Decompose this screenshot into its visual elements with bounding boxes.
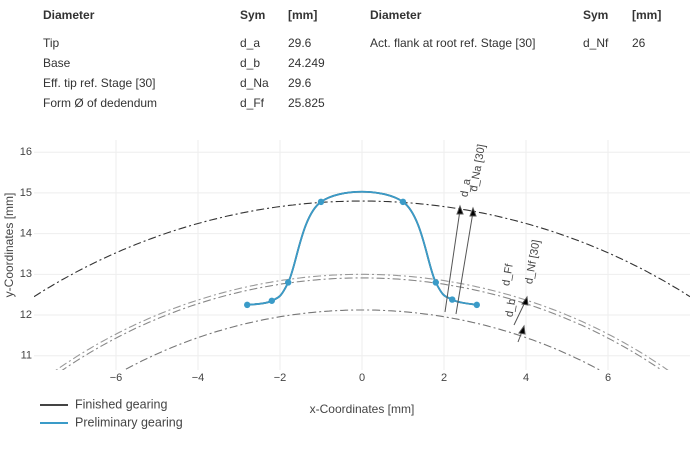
table-cell: 29.6 (288, 76, 312, 90)
y-tick-label: 13 (20, 268, 32, 280)
annotation: d_Ff (500, 262, 516, 287)
point (268, 297, 275, 304)
arrow-head (518, 324, 526, 335)
table-cell: d_b (240, 56, 261, 70)
point (244, 301, 251, 309)
series-line (247, 190, 477, 306)
table-cell: d_Na (240, 76, 269, 90)
x-axis-label: x-Coordinates [mm] (310, 402, 415, 416)
y-tick-label: 14 (20, 228, 32, 240)
table-header: Diameter (370, 8, 422, 22)
point (449, 296, 456, 303)
dimension-line (455, 211, 474, 315)
table-cell: Tip (43, 36, 60, 50)
x-tick-label: 4 (523, 372, 529, 384)
x-tick-label: −6 (110, 372, 123, 384)
x-tick-label: 0 (359, 372, 365, 384)
point (285, 279, 292, 286)
table-cell: Form Ø of dedendum (43, 96, 158, 110)
table-cell: d_a (240, 36, 261, 50)
y-tick-label: 11 (21, 350, 32, 362)
point (399, 198, 407, 206)
arrow-head (521, 295, 529, 306)
plot: −6 −4 −2 0 2 4 6 11 12 13 14 15 16 Finished gearing Pr… (20, 140, 690, 429)
table-cell: Eff. tip ref. Stage [30] (43, 76, 156, 90)
table-cell: Base (43, 56, 71, 70)
y-axis-label: y-Coordinates [mm] (2, 193, 16, 298)
table-cell: d_Nf (583, 36, 609, 50)
y-tick-label: 16 (20, 146, 32, 158)
y-tick-label: 12 (20, 309, 32, 321)
table-header: [mm] (288, 8, 318, 22)
reference-circle (123, 309, 601, 370)
point (432, 279, 439, 286)
legend-label: Preliminary gearing (75, 415, 183, 429)
reference-circle (55, 273, 669, 370)
table-cell: 29.6 (288, 36, 312, 50)
x-tick-label: 6 (605, 372, 611, 384)
legend-label: Finished gearing (75, 397, 167, 411)
x-tick-label: −2 (274, 372, 287, 384)
annotation: d_a (458, 177, 473, 198)
point (317, 198, 325, 206)
table-cell: Act. flank at root ref. Stage [30] (370, 36, 536, 50)
table-header: Diameter (43, 8, 95, 22)
point (473, 301, 480, 309)
table-cell: 25.825 (288, 96, 325, 110)
table-cell: d_Ff (240, 96, 265, 110)
table-cell: 26 (632, 36, 646, 50)
dimension-line (444, 209, 461, 313)
table-cell: 24.249 (288, 56, 325, 70)
annotations (444, 204, 529, 343)
table-header: Sym (240, 8, 266, 22)
arrow-head (469, 206, 477, 217)
annotation: d_Na [30] (468, 143, 488, 192)
x-tick-label: 2 (441, 372, 447, 384)
x-tick-label: −4 (192, 372, 205, 384)
table-header: Sym (583, 8, 609, 22)
reference-circle (61, 277, 663, 370)
y-tick-label: 15 (20, 187, 32, 199)
arrow-head (456, 204, 464, 215)
table-header: [mm] (632, 8, 662, 22)
annotation: d_b (503, 298, 518, 318)
